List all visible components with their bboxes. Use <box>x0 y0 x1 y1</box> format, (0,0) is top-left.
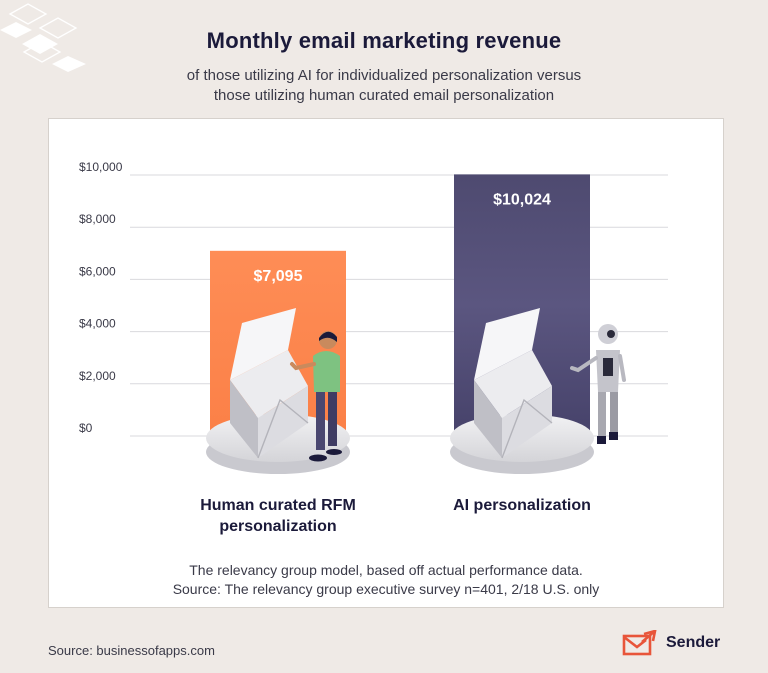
page-subtitle: of those utilizing AI for individualized… <box>0 66 768 106</box>
y-tick-label: $2,000 <box>79 369 116 383</box>
footnote-line-2: Source: The relevancy group executive su… <box>172 581 600 597</box>
brand-name: Sender <box>666 634 721 651</box>
decorative-diamonds <box>0 3 86 72</box>
category-label: Human curated RFM <box>200 497 356 514</box>
bar-chart: $0 $2,000 $4,000 $6,000 $8,000 $10,000 $7,095 H… <box>79 160 668 535</box>
footnote-line-1: The relevancy group model, based off act… <box>189 562 583 578</box>
envelope-illustration-icon <box>206 308 350 474</box>
subtitle-line-2: those utilizing human curated email pers… <box>213 87 555 104</box>
subtitle-line-1: of those utilizing AI for individualized… <box>186 67 582 84</box>
category-label: AI personalization <box>453 497 591 514</box>
page-title: Monthly email marketing revenue <box>206 28 562 53</box>
person-illustration-icon <box>290 331 342 462</box>
data-label: $7,095 <box>254 268 303 285</box>
envelope-illustration-icon <box>450 308 594 474</box>
category-label: personalization <box>219 518 336 535</box>
chart-footnote: The relevancy group model, based off act… <box>48 561 724 599</box>
y-tick-label: $10,000 <box>79 160 123 174</box>
y-tick-label: $8,000 <box>79 212 116 226</box>
source-credit: Source: businessofapps.com <box>48 643 215 658</box>
y-tick-label: $4,000 <box>79 317 116 331</box>
y-tick-label: $0 <box>79 421 93 435</box>
robot-illustration-icon <box>570 324 626 444</box>
data-label: $10,024 <box>493 191 551 208</box>
sender-logo-icon <box>622 630 657 656</box>
y-tick-label: $6,000 <box>79 264 116 278</box>
brand-logo: Sender <box>622 628 720 658</box>
